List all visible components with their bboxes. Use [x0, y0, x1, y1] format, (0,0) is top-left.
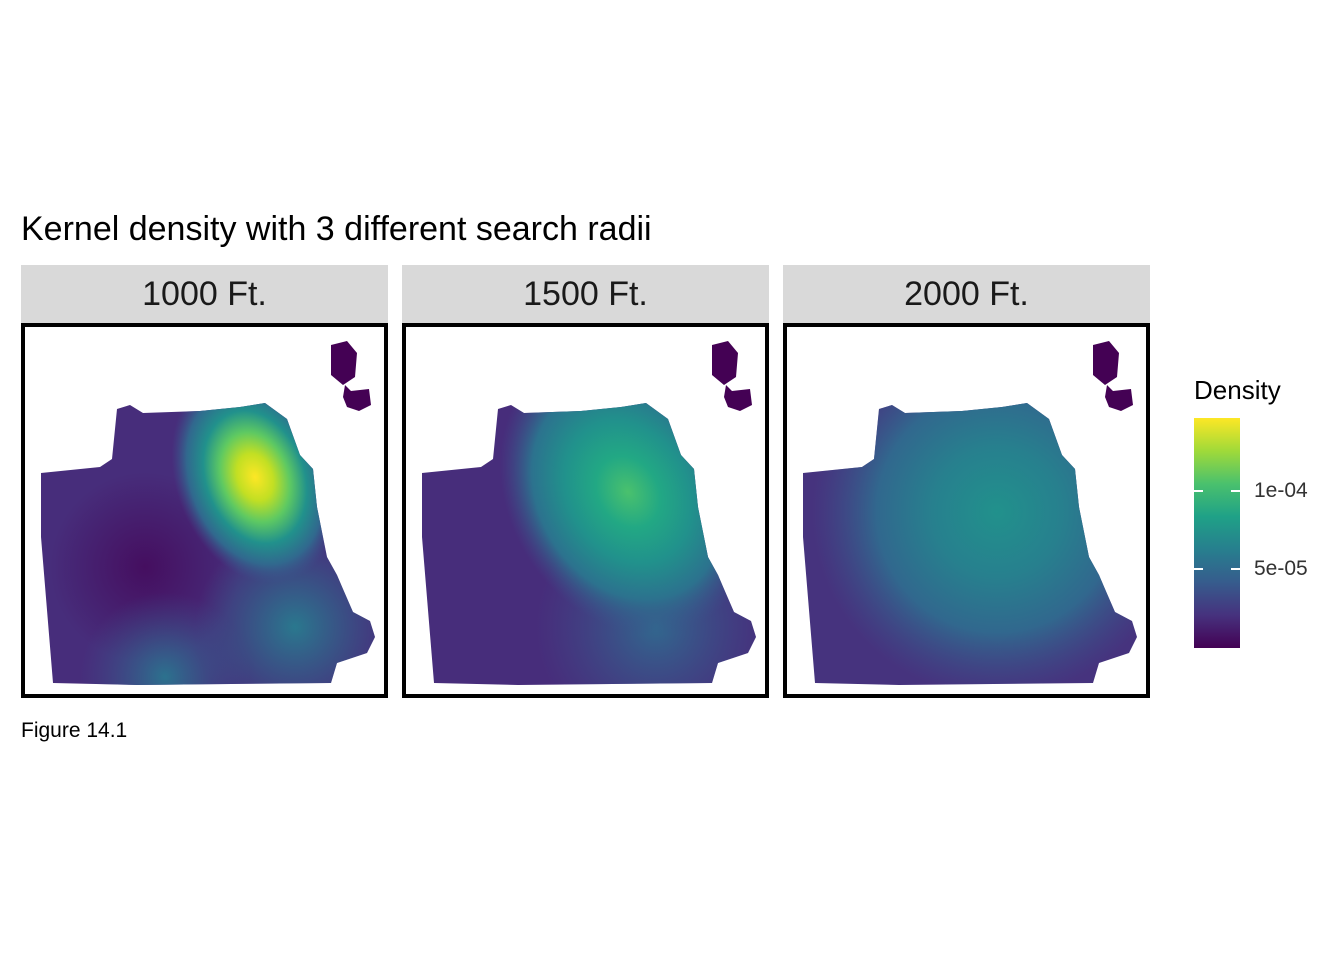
facet-label-1500: 1500 Ft.: [523, 274, 648, 313]
figure-title: Kernel density with 3 different search r…: [21, 210, 652, 248]
facet-strip-1500: 1500 Ft.: [402, 265, 769, 323]
legend-tick-label-5e-05: 5e-05: [1254, 557, 1308, 580]
density-map-svg-2000: [803, 341, 1137, 685]
legend-title: Density: [1194, 375, 1281, 405]
density-map-svg-1000: [41, 341, 375, 685]
density-map-1000: [21, 323, 388, 698]
legend-tick-label-1e-04: 1e-04: [1254, 479, 1308, 502]
density-map-2000: [783, 323, 1150, 698]
density-map-svg-1500: [422, 341, 756, 685]
facet-label-1000: 1000 Ft.: [142, 274, 267, 313]
density-map-1500: [402, 323, 769, 698]
facet-strip-1000: 1000 Ft.: [21, 265, 388, 323]
figure-caption: Figure 14.1: [21, 719, 128, 742]
facet-strip-2000: 2000 Ft.: [783, 265, 1150, 323]
legend-colorbar: [1194, 418, 1240, 648]
facet-label-2000: 2000 Ft.: [904, 274, 1029, 313]
